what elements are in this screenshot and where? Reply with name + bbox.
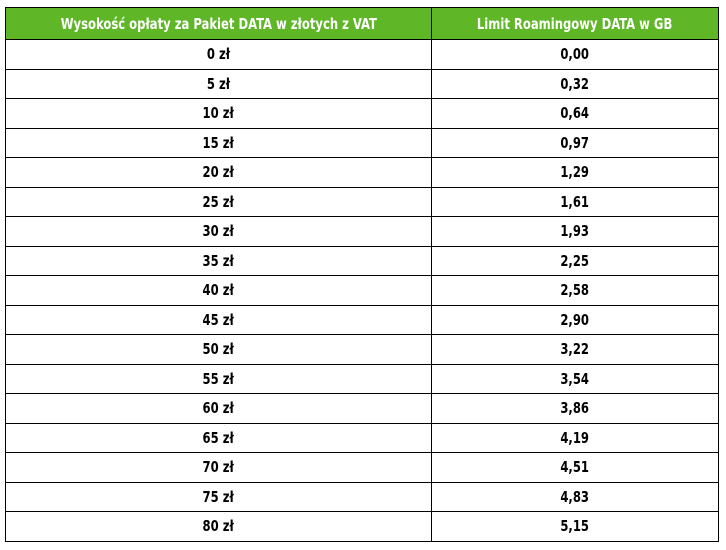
limit-value: 4,51 bbox=[560, 458, 590, 477]
table-row: 65 zł 4,19 bbox=[5, 422, 719, 453]
header-limit-label: Limit Roamingowy DATA w GB bbox=[477, 14, 673, 33]
fee-value: 5 zł bbox=[206, 74, 231, 93]
limit-cell: 2,58 bbox=[431, 275, 719, 306]
limit-value: 1,93 bbox=[560, 222, 590, 241]
fee-value: 25 zł bbox=[202, 192, 235, 211]
table-row: 60 zł 3,86 bbox=[5, 393, 719, 424]
fee-cell: 50 zł bbox=[5, 334, 432, 365]
pricing-table: Wysokość opłaty za Pakiet DATA w złotych… bbox=[5, 7, 719, 542]
limit-cell: 3,54 bbox=[431, 363, 719, 394]
header-fee-label: Wysokość opłaty za Pakiet DATA w złotych… bbox=[60, 14, 377, 33]
limit-cell: 5,15 bbox=[431, 511, 719, 542]
limit-cell: 2,25 bbox=[431, 245, 719, 276]
fee-value: 70 zł bbox=[202, 458, 235, 477]
limit-value: 3,86 bbox=[560, 399, 590, 418]
table-row: 30 zł 1,93 bbox=[5, 216, 719, 247]
fee-value: 15 zł bbox=[202, 133, 235, 152]
limit-cell: 4,83 bbox=[431, 481, 719, 512]
fee-value: 30 zł bbox=[202, 222, 235, 241]
limit-value: 2,90 bbox=[560, 310, 590, 329]
fee-value: 45 zł bbox=[202, 310, 235, 329]
table-row: 35 zł 2,25 bbox=[5, 245, 719, 276]
table-body: 0 zł 0,00 5 zł 0,32 10 zł 0,64 15 zł 0,97 20 zł 1… bbox=[5, 39, 719, 542]
fee-value: 0 zł bbox=[206, 45, 231, 64]
limit-value: 1,61 bbox=[560, 192, 590, 211]
limit-value: 2,58 bbox=[560, 281, 590, 300]
fee-cell: 25 zł bbox=[5, 186, 432, 217]
fee-value: 55 zł bbox=[202, 369, 235, 388]
fee-value: 65 zł bbox=[202, 428, 235, 447]
fee-cell: 75 zł bbox=[5, 481, 432, 512]
fee-cell: 0 zł bbox=[5, 39, 432, 70]
fee-value: 10 zł bbox=[202, 104, 235, 123]
limit-value: 4,19 bbox=[560, 428, 590, 447]
fee-cell: 35 zł bbox=[5, 245, 432, 276]
limit-value: 0,00 bbox=[560, 45, 590, 64]
limit-value: 0,64 bbox=[560, 104, 590, 123]
limit-value: 1,29 bbox=[560, 163, 590, 182]
fee-cell: 10 zł bbox=[5, 98, 432, 129]
limit-cell: 1,93 bbox=[431, 216, 719, 247]
fee-value: 50 zł bbox=[202, 340, 235, 359]
limit-value: 0,32 bbox=[560, 74, 590, 93]
limit-value: 0,97 bbox=[560, 133, 590, 152]
table-header: Wysokość opłaty za Pakiet DATA w złotych… bbox=[5, 7, 719, 40]
limit-value: 3,22 bbox=[560, 340, 590, 359]
limit-cell: 3,22 bbox=[431, 334, 719, 365]
table-row: 80 zł 5,15 bbox=[5, 511, 719, 542]
fee-cell: 80 zł bbox=[5, 511, 432, 542]
limit-cell: 4,19 bbox=[431, 422, 719, 453]
table-row: 0 zł 0,00 bbox=[5, 39, 719, 70]
fee-cell: 20 zł bbox=[5, 157, 432, 188]
limit-cell: 0,64 bbox=[431, 98, 719, 129]
fee-cell: 40 zł bbox=[5, 275, 432, 306]
limit-value: 3,54 bbox=[560, 369, 590, 388]
limit-cell: 1,61 bbox=[431, 186, 719, 217]
table-row: 5 zł 0,32 bbox=[5, 68, 719, 99]
fee-cell: 55 zł bbox=[5, 363, 432, 394]
table-row: 40 zł 2,58 bbox=[5, 275, 719, 306]
fee-cell: 70 zł bbox=[5, 452, 432, 483]
table-row: 10 zł 0,64 bbox=[5, 98, 719, 129]
fee-value: 75 zł bbox=[202, 487, 235, 506]
limit-value: 5,15 bbox=[560, 517, 590, 536]
fee-cell: 15 zł bbox=[5, 127, 432, 158]
fee-value: 80 zł bbox=[202, 517, 235, 536]
limit-cell: 3,86 bbox=[431, 393, 719, 424]
fee-cell: 5 zł bbox=[5, 68, 432, 99]
fee-value: 40 zł bbox=[202, 281, 235, 300]
header-fee-column: Wysokość opłaty za Pakiet DATA w złotych… bbox=[5, 7, 432, 40]
header-row: Wysokość opłaty za Pakiet DATA w złotych… bbox=[5, 7, 719, 40]
fee-value: 20 zł bbox=[202, 163, 235, 182]
header-limit-column: Limit Roamingowy DATA w GB bbox=[431, 7, 719, 40]
limit-cell: 1,29 bbox=[431, 157, 719, 188]
fee-cell: 60 zł bbox=[5, 393, 432, 424]
table-row: 55 zł 3,54 bbox=[5, 363, 719, 394]
fee-cell: 30 zł bbox=[5, 216, 432, 247]
limit-cell: 4,51 bbox=[431, 452, 719, 483]
fee-value: 60 zł bbox=[202, 399, 235, 418]
limit-cell: 0,00 bbox=[431, 39, 719, 70]
table-row: 75 zł 4,83 bbox=[5, 481, 719, 512]
fee-value: 35 zł bbox=[202, 251, 235, 270]
limit-cell: 0,32 bbox=[431, 68, 719, 99]
fee-cell: 65 zł bbox=[5, 422, 432, 453]
limit-cell: 2,90 bbox=[431, 304, 719, 335]
table-row: 50 zł 3,22 bbox=[5, 334, 719, 365]
limit-cell: 0,97 bbox=[431, 127, 719, 158]
table-row: 45 zł 2,90 bbox=[5, 304, 719, 335]
fee-cell: 45 zł bbox=[5, 304, 432, 335]
table-row: 70 zł 4,51 bbox=[5, 452, 719, 483]
table-row: 25 zł 1,61 bbox=[5, 186, 719, 217]
table-row: 20 zł 1,29 bbox=[5, 157, 719, 188]
limit-value: 2,25 bbox=[560, 251, 590, 270]
limit-value: 4,83 bbox=[560, 487, 590, 506]
table-row: 15 zł 0,97 bbox=[5, 127, 719, 158]
